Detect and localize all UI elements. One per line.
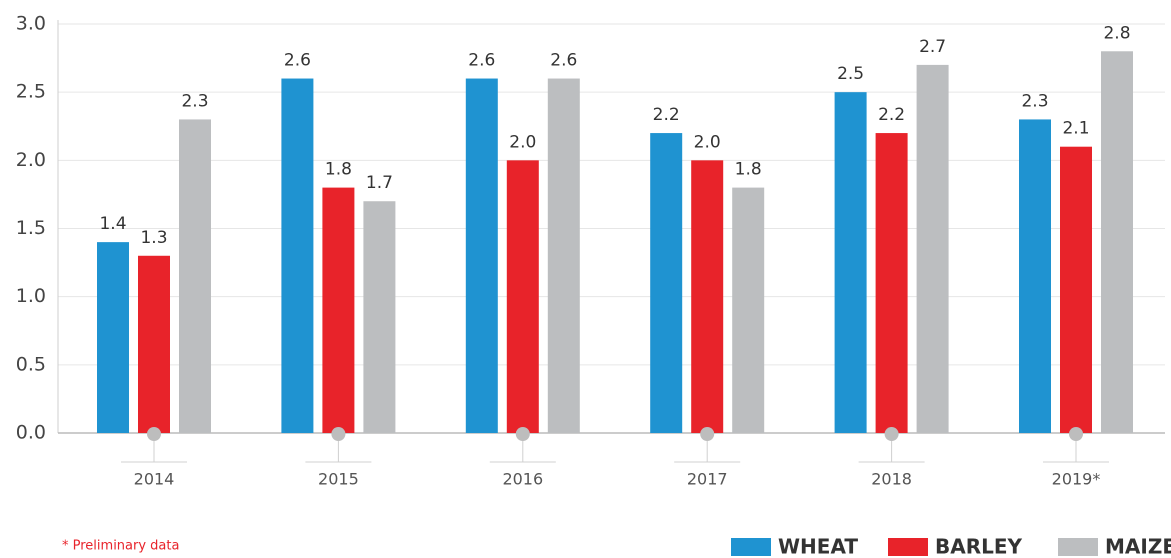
x-tick-label: 2017	[687, 470, 728, 489]
value-label: 2.6	[468, 51, 495, 71]
bar	[732, 187, 765, 433]
value-label: 2.0	[509, 132, 536, 152]
legend-swatch	[1058, 538, 1098, 556]
category-dot	[1069, 427, 1083, 441]
legend-swatch	[888, 538, 928, 556]
bar	[691, 160, 724, 434]
x-tick-label: 2015	[318, 470, 359, 489]
y-tick-label: 2.5	[16, 81, 46, 103]
bar	[1060, 146, 1092, 433]
value-label: 2.6	[550, 51, 577, 71]
value-label: 2.2	[878, 105, 905, 125]
bar	[506, 160, 539, 434]
value-label: 1.8	[735, 160, 762, 180]
bar	[834, 92, 867, 434]
y-tick-label: 2.0	[16, 149, 46, 171]
y-tick-label: 0.5	[16, 353, 46, 375]
x-tick-label: 2019*	[1052, 470, 1101, 489]
legend-label: BARLEY	[935, 535, 1023, 558]
bar	[547, 78, 580, 434]
y-tick-label: 0.0	[16, 422, 46, 444]
bar	[281, 78, 314, 434]
value-label: 2.0	[694, 132, 721, 152]
value-label: 2.3	[181, 91, 208, 111]
value-label: 1.4	[99, 214, 126, 234]
category-dot	[884, 427, 899, 441]
y-tick-label: 1.5	[16, 217, 46, 239]
x-tick-label: 2018	[871, 470, 912, 489]
x-tick-label: 2016	[502, 470, 543, 489]
category-dot	[331, 427, 346, 441]
value-label: 2.6	[284, 51, 311, 71]
value-label: 2.7	[919, 37, 946, 57]
bar	[138, 255, 170, 433]
legend-label: WHEAT	[778, 535, 858, 558]
bar	[1101, 51, 1133, 434]
value-label: 2.8	[1103, 23, 1130, 43]
value-label: 2.3	[1021, 91, 1048, 111]
bar	[322, 187, 355, 433]
y-tick-label: 1.0	[16, 285, 46, 307]
category-dot	[700, 427, 715, 441]
y-tick-label: 3.0	[16, 13, 46, 35]
value-label: 2.5	[837, 64, 864, 84]
bar	[465, 78, 498, 434]
value-label: 1.8	[325, 160, 352, 180]
value-label: 1.3	[140, 228, 167, 248]
footnote: * Preliminary data	[62, 539, 179, 554]
bar	[363, 201, 396, 433]
bar	[97, 242, 129, 433]
bar	[650, 133, 683, 434]
bar	[1019, 119, 1051, 433]
bar	[179, 119, 211, 433]
value-label: 2.1	[1062, 119, 1089, 139]
x-tick-label: 2014	[134, 470, 175, 489]
value-label: 1.7	[366, 173, 393, 193]
legend-swatch	[731, 538, 771, 556]
category-dot	[515, 427, 530, 441]
bar	[875, 133, 908, 434]
category-dot	[147, 427, 161, 441]
legend-label: MAIZE	[1105, 535, 1171, 558]
bar	[916, 64, 949, 434]
value-label: 2.2	[653, 105, 680, 125]
